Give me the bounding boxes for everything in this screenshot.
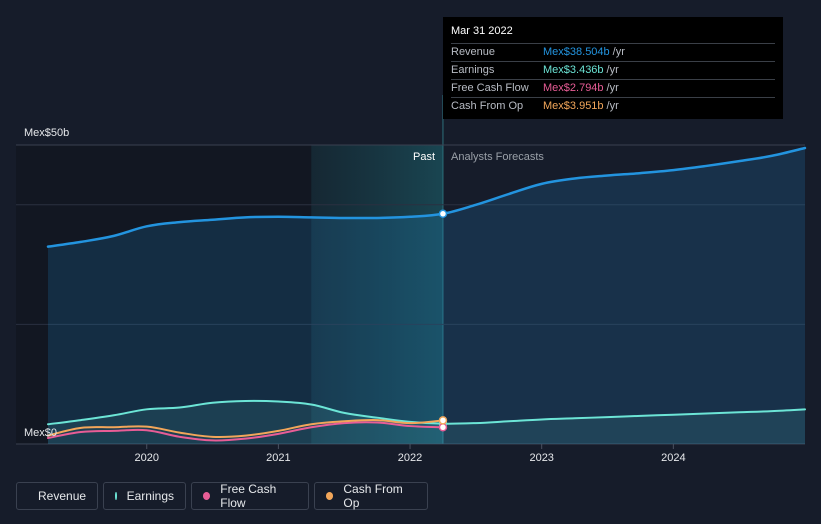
tooltip-value: Mex$3.951b [543, 100, 604, 112]
tooltip-row-free-cash-flow: Free Cash Flow Mex$2.794b /yr [451, 79, 775, 97]
legend: Revenue Earnings Free Cash Flow Cash Fro… [16, 482, 428, 512]
tooltip-label: Free Cash Flow [451, 82, 529, 94]
free-cash-flow-line [47, 421, 444, 442]
tooltip-unit: /yr [612, 46, 625, 58]
free-cash-flow-dot-icon [203, 492, 211, 500]
x-tick-label: 2021 [266, 452, 290, 464]
tooltip-label: Cash From Op [451, 100, 524, 112]
cash-from-op-marker [438, 416, 448, 425]
legend-label: Cash From Op [343, 482, 403, 510]
tooltip-row-revenue: Revenue Mex$38.504b /yr [451, 43, 775, 61]
x-tick-label: 2023 [529, 452, 553, 464]
tooltip: Mar 31 2022 Revenue Mex$38.504b /yr Earn… [443, 17, 783, 119]
tooltip-label: Revenue [451, 46, 496, 58]
past-label: Past [413, 151, 435, 163]
legend-label: Free Cash Flow [220, 482, 277, 510]
legend-item-free-cash-flow[interactable]: Free Cash Flow [191, 482, 309, 510]
legend-item-revenue[interactable]: Revenue [16, 482, 98, 510]
highlight-band [311, 145, 443, 444]
tooltip-unit: /yr [606, 82, 619, 94]
tooltip-unit: /yr [606, 64, 619, 76]
x-tick-label: 2020 [134, 452, 158, 464]
tooltip-value: Mex$38.504b [543, 46, 610, 58]
tooltip-value: Mex$2.794b [543, 82, 604, 94]
free-cash-flow-marker [438, 423, 448, 432]
legend-label: Earnings [126, 489, 174, 503]
tooltip-row-cash-from-op: Cash From Op Mex$3.951b /yr [451, 97, 775, 115]
y-axis-top-label: Mex$50b [24, 127, 69, 139]
revenue-marker [438, 209, 448, 219]
revenue-area [48, 147, 805, 445]
x-tick-label: 2022 [398, 452, 422, 464]
tooltip-row-earnings: Earnings Mex$3.436b /yr [451, 61, 775, 79]
cash-from-op-dot-icon [326, 492, 334, 500]
tooltip-value: Mex$3.436b [543, 64, 604, 76]
revenue-line [46, 146, 807, 248]
earnings-area [48, 400, 805, 444]
legend-label: Revenue [38, 489, 87, 503]
tooltip-date: Mar 31 2022 [451, 25, 513, 37]
cash-from-op-line [47, 419, 444, 439]
forecast-label: Analysts Forecasts [451, 151, 544, 163]
legend-item-cash-from-op[interactable]: Cash From Op [314, 482, 428, 510]
earnings-dot-icon [115, 492, 117, 500]
tooltip-unit: /yr [606, 100, 619, 112]
y-axis-bottom-label: Mex$0 [24, 427, 57, 439]
x-tick-label: 2024 [661, 452, 685, 464]
tooltip-label: Earnings [451, 64, 495, 76]
legend-item-earnings[interactable]: Earnings [103, 482, 186, 510]
